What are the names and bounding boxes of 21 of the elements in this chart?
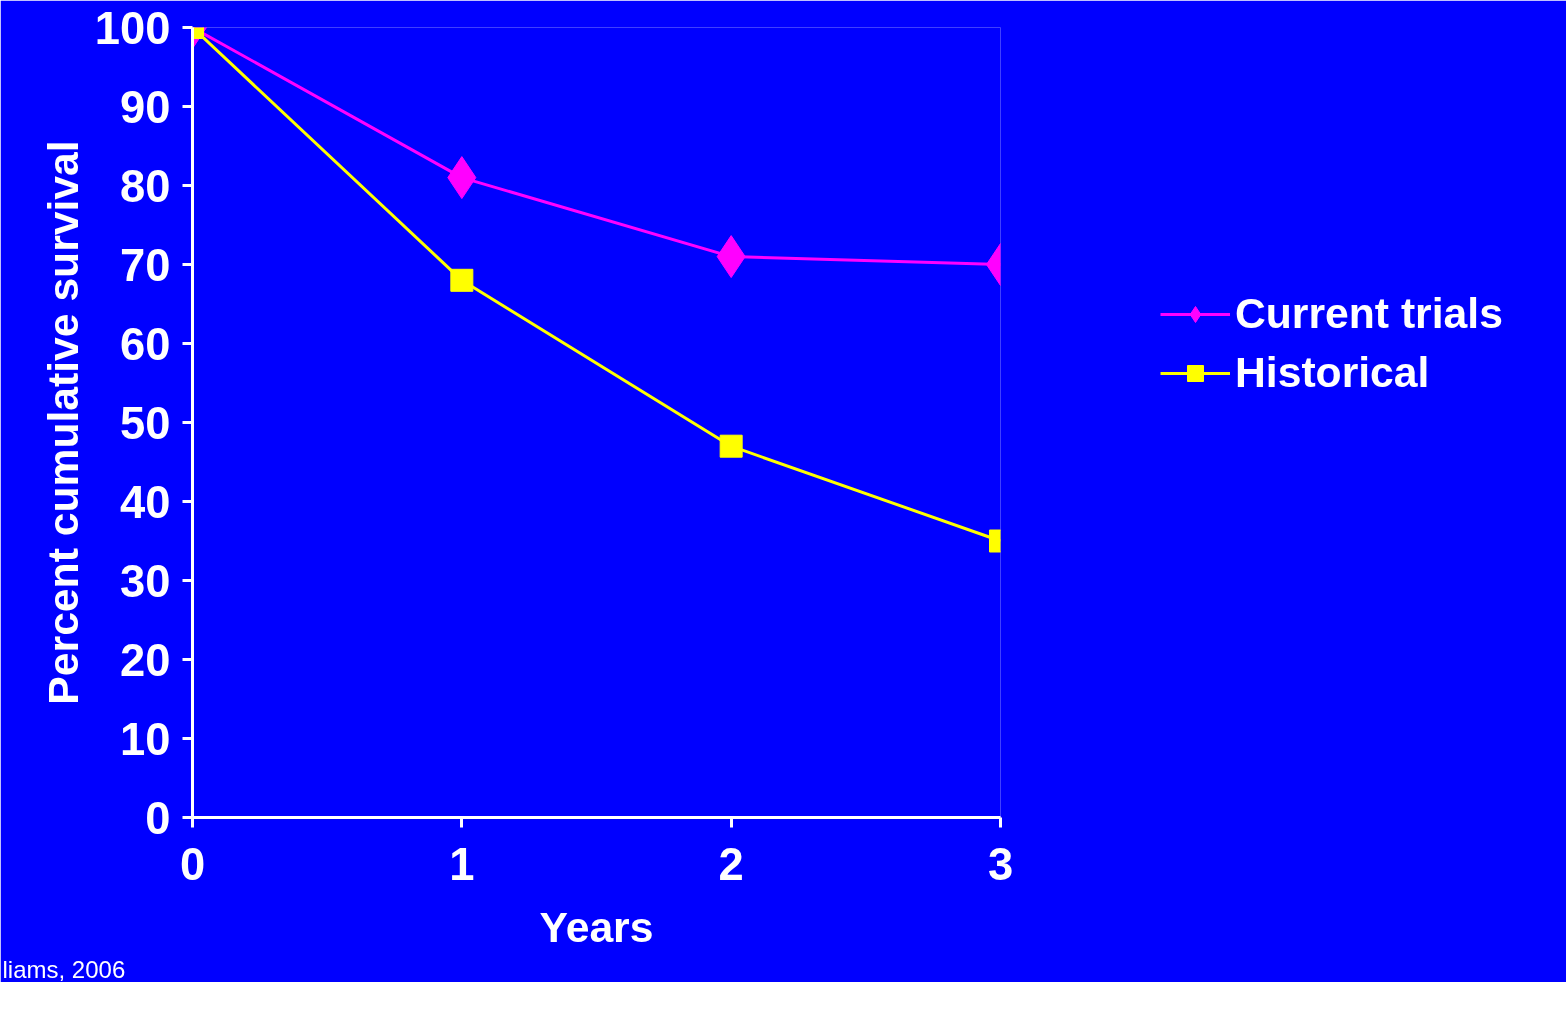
text: liams, 2006 <box>2 955 126 983</box>
y-tick-label: 80 <box>120 160 171 212</box>
x-tick-label: 3 <box>987 838 1014 890</box>
y-tick-label: 100 <box>94 2 171 54</box>
x-axis-title: Years <box>539 902 654 951</box>
y-tick-label: 70 <box>120 239 171 291</box>
y-tick-label: 40 <box>120 476 171 528</box>
x-tick-label: 0 <box>179 838 206 890</box>
point <box>450 268 474 292</box>
y-tick-label: 60 <box>120 318 171 370</box>
y-axis-title: Percent cumulative survival <box>38 140 87 705</box>
y-tick-label: 30 <box>120 555 171 607</box>
legend-label: Historical <box>1235 348 1430 397</box>
y-tick-label: 10 <box>120 713 171 765</box>
x-tick-label: 2 <box>718 838 744 890</box>
y-tick-label: 50 <box>120 397 171 449</box>
legend-label: Current trials <box>1235 289 1503 338</box>
y-tick-label: 20 <box>120 634 171 686</box>
y-tick-label: 90 <box>120 81 171 133</box>
y-tick-label: 0 <box>145 792 171 844</box>
x-tick-label: 1 <box>449 838 475 890</box>
